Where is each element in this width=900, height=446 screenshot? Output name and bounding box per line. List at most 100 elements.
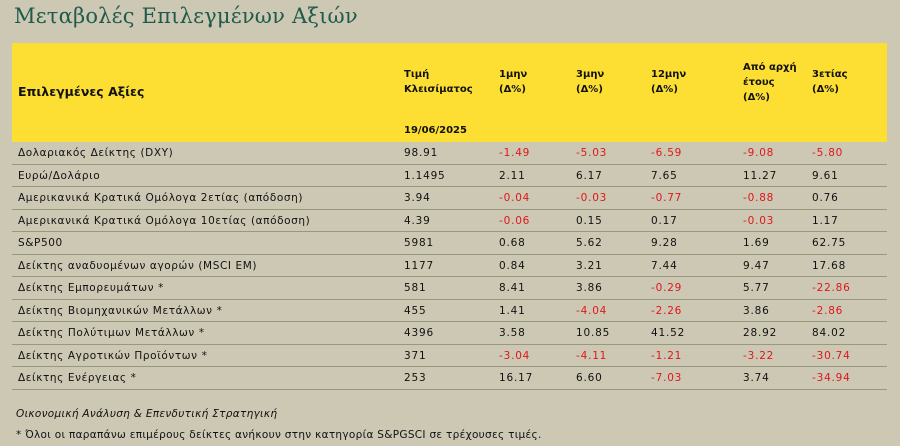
table-row: S&P500 5981 0.68 5.62 9.28 1.69 62.75 [12,232,887,255]
row-value: 6.17 [576,169,603,182]
row-value: -0.29 [651,282,683,294]
table-row: Ευρώ/Δολάριο 1.1495 2.11 6.17 7.65 11.27 9.61 [12,165,887,187]
table-row: Αμερικανικά Κρατικά Ομόλογα 2ετίας (απόδ… [12,187,887,210]
table-row: Δείκτης αναδυομένων αγορών (MSCI EM) 1177… [12,255,887,277]
row-value: -5.03 [576,147,608,159]
row-value: 8.41 [499,282,526,294]
header-col-3y: 3ετίας (Δ%) [812,69,848,95]
row-value: 0.76 [812,192,839,204]
row-value: 1177 [404,259,434,272]
header-col-12m: 12μην (Δ%) [651,69,687,95]
row-name: Αμερικανικά Κρατικά Ομόλογα 10ετίας (από… [18,214,311,227]
row-value: 581 [404,282,427,294]
row-value: 3.58 [499,327,526,339]
row-value: 3.86 [743,304,770,317]
table-row: Δείκτης Εμπορευμάτων * 581 8.41 3.86 -0.29 5.… [12,277,887,300]
row-value: 1.41 [499,304,526,317]
footer-note: * Όλοι οι παραπάνω επιμέρους δείκτες ανή… [16,429,542,441]
header-col-close-price: Τιμή Κλεισίματος [404,69,473,95]
stock-changes-table: Επιλεγμένες Αξίες Τιμή Κλεισίματος 1μην (Δ… [12,43,887,390]
table-row: Δείκτης Βιομηχανικών Μετάλλων * 455 1.41 -4… [12,300,887,322]
row-value: 7.65 [651,169,678,182]
row-value: -0.04 [499,192,531,204]
row-name: Αμερικανικά Κρατικά Ομόλογα 2ετίας (απόδ… [18,192,304,204]
row-value: 9.28 [651,237,678,249]
row-value: -7.03 [651,372,683,384]
table-row: Δείκτης Πολύτιμων Μετάλλων * 4396 3.58 10.8… [12,322,887,345]
row-value: 3.94 [404,192,431,204]
row-value: 28.92 [743,327,778,339]
header-label: Επιλεγμένες Αξίες [18,84,145,99]
row-name: Ευρώ/Δολάριο [18,169,101,182]
row-value: 0.68 [499,237,526,249]
row-value: 3.21 [576,259,603,272]
row-value: 84.02 [812,327,847,339]
header-col-ytd: Από αρχή έτους (Δ%) [743,62,797,103]
footer-source: Οικονομική Ανάλυση & Επενδυτική Στρατηγι… [16,408,278,420]
row-value: 11.27 [743,169,778,182]
row-name: Δείκτης Αγροτικών Προϊόντων * [18,349,208,362]
row-name: Δείκτης Ενέργειας * [18,372,137,384]
row-value: -1.21 [651,349,683,362]
row-value: 1.17 [812,214,839,227]
row-name: S&P500 [18,237,63,249]
row-value: -22.86 [812,282,851,294]
row-value: 17.68 [812,259,847,272]
row-value: 4.39 [404,214,431,227]
row-value: -0.03 [743,214,775,227]
row-value: 0.17 [651,214,678,227]
page-title: Μεταβολές Επιλεγμένων Αξιών [14,4,358,28]
row-value: 5.77 [743,282,770,294]
row-value: 371 [404,349,427,362]
header-date: 19/06/2025 [404,125,467,136]
row-value: 5981 [404,237,434,249]
row-value: 16.17 [499,372,534,384]
row-value: 98.91 [404,147,439,159]
row-value: 6.60 [576,372,603,384]
row-value: 7.44 [651,259,678,272]
row-value: 62.75 [812,237,847,249]
row-value: 3.86 [576,282,603,294]
row-value: -4.04 [576,304,608,317]
row-value: 0.84 [499,259,526,272]
row-value: -0.77 [651,192,683,204]
row-value: -30.74 [812,349,851,362]
row-value: -4.11 [576,349,608,362]
row-value: -1.49 [499,147,531,159]
row-value: 3.74 [743,372,770,384]
header-col-3m: 3μην (Δ%) [576,69,605,95]
row-value: -3.22 [743,349,775,362]
row-value: 1.69 [743,237,770,249]
row-value: -2.26 [651,304,683,317]
row-name: Δείκτης αναδυομένων αγορών (MSCI EM) [18,259,258,272]
row-name: Δολαριακός Δείκτης (DXY) [18,147,174,159]
row-name: Δείκτης Βιομηχανικών Μετάλλων * [18,304,223,317]
row-value: 5.62 [576,237,603,249]
row-value: 0.15 [576,214,603,227]
row-value: 9.61 [812,169,839,182]
row-value: 253 [404,372,427,384]
row-value: -9.08 [743,147,775,159]
row-value: 1.1495 [404,169,446,182]
table-body: Δολαριακός Δείκτης (DXY) 98.91 -1.49 -5.03 -… [12,142,887,390]
row-value: 41.52 [651,327,686,339]
row-value: 10.85 [576,327,611,339]
row-value: 455 [404,304,427,317]
row-value: -5.80 [812,147,844,159]
row-value: -3.04 [499,349,531,362]
row-value: -0.03 [576,192,608,204]
row-value: -34.94 [812,372,851,384]
table-row: Δείκτης Ενέργειας * 253 16.17 6.60 -7.03 3.74… [12,367,887,390]
row-value: 4396 [404,327,434,339]
row-value: -0.88 [743,192,775,204]
row-value: -2.86 [812,304,844,317]
table-row: Δείκτης Αγροτικών Προϊόντων * 371 -3.04 -4.… [12,345,887,367]
row-value: 2.11 [499,169,526,182]
row-value: 9.47 [743,259,770,272]
table-row: Δολαριακός Δείκτης (DXY) 98.91 -1.49 -5.03 -… [12,142,887,165]
row-value: -0.06 [499,214,531,227]
row-name: Δείκτης Εμπορευμάτων * [18,282,164,294]
table-row: Αμερικανικά Κρατικά Ομόλογα 10ετίας (από… [12,210,887,232]
table-header: Επιλεγμένες Αξίες Τιμή Κλεισίματος 1μην (Δ… [12,43,887,142]
header-col-1m: 1μην (Δ%) [499,69,528,95]
